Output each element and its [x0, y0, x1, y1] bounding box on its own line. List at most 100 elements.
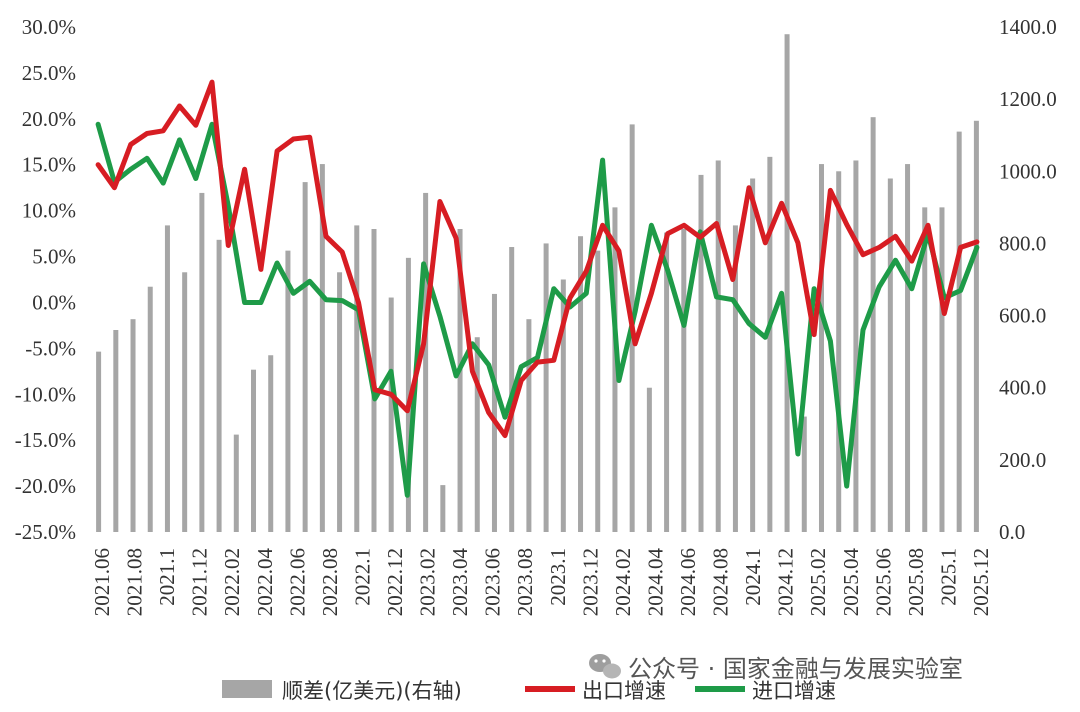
x-axis-tick-label: 2024.02: [611, 548, 635, 616]
x-axis-tick-label: 2022.1: [350, 548, 374, 606]
bar-trade-surplus: [423, 192, 429, 532]
bar-trade-surplus: [440, 485, 446, 532]
bar-trade-surplus: [560, 279, 566, 532]
wechat-icon: [589, 654, 621, 679]
bar-trade-surplus: [543, 243, 549, 532]
bar-trade-surplus: [646, 387, 652, 532]
bar-trade-surplus: [96, 351, 102, 532]
left-axis-tick-label: -15.0%: [15, 428, 76, 452]
left-axis-tick-label: -20.0%: [15, 474, 76, 498]
x-axis-tick-label: 2025.06: [871, 548, 895, 616]
bar-trade-surplus: [388, 297, 394, 532]
bar-trade-surplus: [973, 120, 979, 533]
x-axis-tick-label: 2021.08: [123, 548, 147, 616]
bar-trade-surplus: [681, 229, 687, 532]
bar-trade-surplus: [233, 434, 239, 532]
x-axis-tick-label: 2024.08: [709, 548, 733, 616]
bar-trade-surplus: [216, 239, 222, 533]
x-axis-tick-label: 2024.1: [741, 548, 765, 606]
x-axis-tick-label: 2021.06: [90, 548, 114, 616]
legend-label-trade-surplus: 顺差(亿美元)(右轴): [282, 679, 462, 703]
x-axis-tick-label: 2021.12: [188, 548, 212, 616]
bar-trade-surplus: [836, 171, 842, 533]
x-axis-tick-label: 2022.04: [253, 548, 277, 617]
bar-trade-surplus: [113, 330, 119, 532]
bar-trade-surplus: [302, 182, 308, 532]
left-axis-tick-label: -10.0%: [15, 382, 76, 406]
left-axis-tick-label: 5.0%: [32, 245, 76, 269]
x-axis-tick-label: 2023.08: [513, 548, 537, 616]
right-axis: 1400.0 1200.0 1000.0 800.0 600.0 400.0 200.0 0.…: [999, 15, 1057, 544]
x-axis-tick-label: 2022.08: [318, 548, 342, 616]
bar-trade-surplus: [147, 286, 153, 532]
left-axis-tick-label: -5.0%: [25, 336, 76, 360]
bar-trade-surplus: [268, 355, 274, 532]
bar-trade-surplus: [199, 192, 205, 532]
bar-trade-surplus: [251, 369, 257, 532]
left-axis-tick-label: -25.0%: [15, 520, 76, 544]
bar-trade-surplus: [715, 160, 721, 532]
x-axis-tick-label: 2025.04: [839, 548, 863, 617]
bar-trade-surplus: [956, 131, 962, 532]
x-axis-tick-label: 2023.06: [481, 548, 505, 616]
bar-trade-surplus: [457, 229, 463, 532]
right-axis-tick-label: 400.0: [999, 376, 1046, 400]
right-axis-tick-label: 1400.0: [999, 15, 1057, 39]
left-axis-tick-label: 10.0%: [22, 199, 76, 223]
right-axis-tick-label: 1000.0: [999, 159, 1057, 183]
x-axis-tick-label: 2025.12: [969, 548, 993, 616]
legend: 顺差(亿美元)(右轴) 出口增速 进口增速: [222, 679, 836, 703]
x-axis-tick-label: 2025.02: [806, 548, 830, 616]
bar-trade-surplus: [939, 207, 945, 532]
x-axis-tick-label: 2022.06: [285, 548, 309, 616]
bar-trade-surplus: [698, 174, 704, 532]
bar-trade-surplus: [853, 160, 859, 532]
bar-trade-surplus: [491, 293, 497, 532]
left-axis-tick-label: 30.0%: [22, 15, 76, 39]
bar-trade-surplus: [526, 319, 532, 532]
left-axis-tick-label: 25.0%: [22, 61, 76, 85]
import-growth-line: [95, 121, 980, 498]
bar-trade-surplus: [905, 164, 911, 533]
x-axis-tick-label: 2024.12: [774, 548, 798, 616]
bar-trade-surplus: [887, 178, 893, 532]
bar-trade-surplus: [732, 225, 738, 532]
bar-trade-surplus: [784, 34, 790, 532]
x-axis-tick-label: 2023.02: [416, 548, 440, 616]
left-axis: 30.0% 25.0% 20.0% 15.0% 10.0% 5.0% 0.0% -5.0% -1…: [15, 15, 76, 544]
x-axis-tick-label: 2023.1: [546, 548, 570, 606]
x-axis-tick-label: 2023.12: [578, 548, 602, 616]
x-axis-tick-label: 2024.06: [676, 548, 700, 616]
bar-series: [96, 34, 979, 533]
watermark: 公众号 · 国家金融与发展实验室: [589, 654, 963, 683]
bar-trade-surplus: [578, 236, 584, 532]
right-axis-tick-label: 1200.0: [999, 87, 1057, 111]
bar-trade-surplus: [130, 319, 136, 532]
bar-trade-surplus: [182, 272, 188, 532]
bar-trade-surplus: [750, 178, 756, 532]
legend-label-import-growth: 进口增速: [752, 679, 836, 703]
line-series: [95, 79, 980, 498]
bar-trade-surplus: [801, 416, 807, 532]
x-axis-tick-label: 2022.12: [383, 548, 407, 616]
right-axis-tick-label: 0.0: [999, 520, 1025, 544]
bar-trade-surplus: [870, 117, 876, 532]
bar-trade-surplus: [405, 257, 411, 532]
watermark-text: 公众号 · 国家金融与发展实验室: [628, 655, 963, 683]
bar-trade-surplus: [474, 337, 480, 532]
bar-trade-surplus: [285, 250, 291, 532]
x-axis-tick-label: 2022.02: [220, 548, 244, 616]
right-axis-tick-label: 200.0: [999, 448, 1046, 472]
x-axis-tick-label: 2023.04: [448, 548, 472, 617]
x-axis-tick-label: 2021.1: [155, 548, 179, 606]
legend-label-export-growth: 出口增速: [582, 679, 666, 703]
bar-trade-surplus: [354, 225, 360, 532]
bar-trade-surplus: [612, 207, 618, 532]
bar-trade-surplus: [319, 164, 325, 533]
bar-trade-surplus: [922, 207, 928, 532]
bar-trade-surplus: [767, 156, 773, 532]
left-axis-tick-label: 20.0%: [22, 107, 76, 131]
x-axis-tick-label: 2025.08: [904, 548, 928, 616]
bar-trade-surplus: [595, 250, 601, 532]
